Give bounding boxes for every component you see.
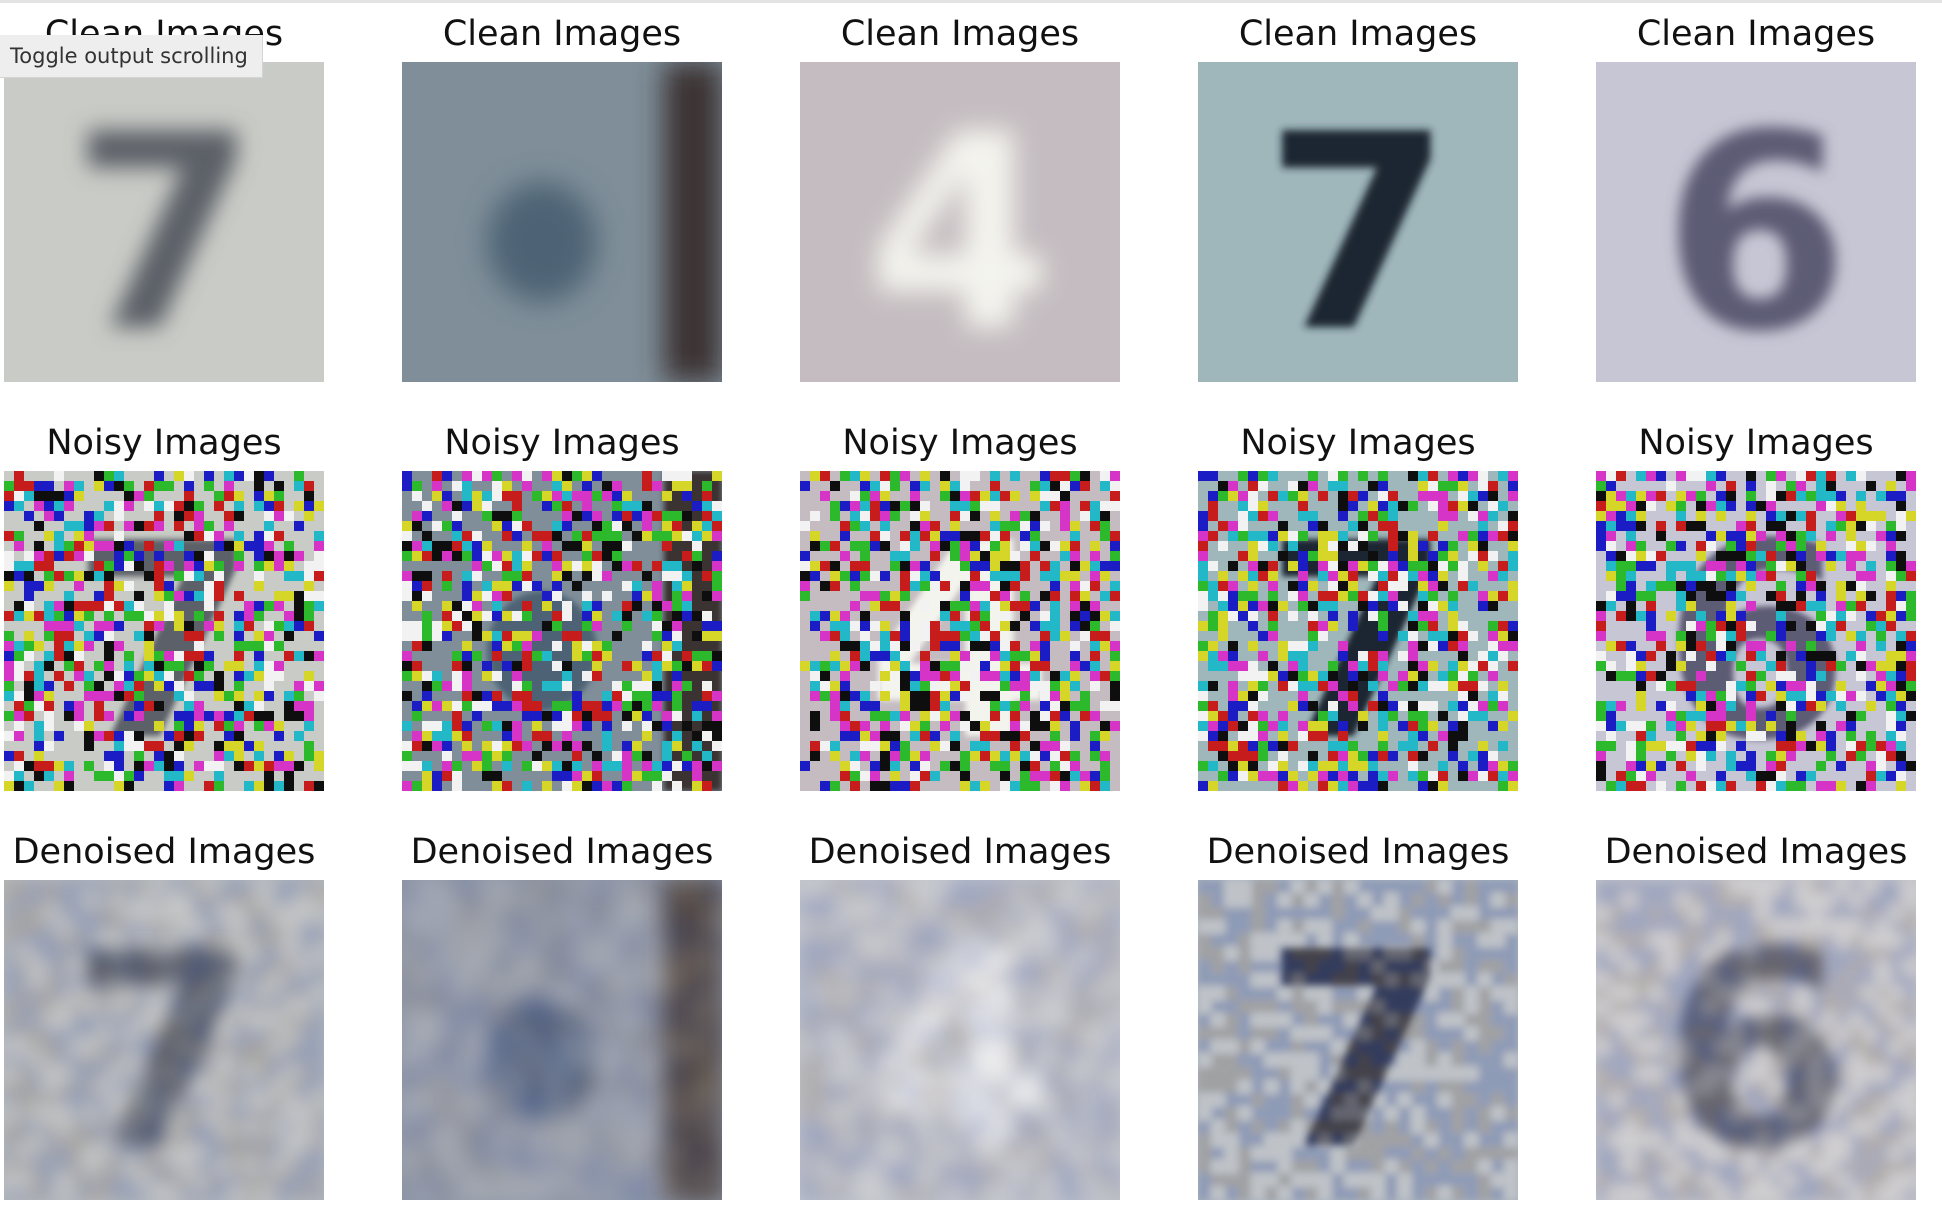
- subplot-title: Clean Images: [1238, 14, 1478, 54]
- subplot-title: Clean Images: [1636, 14, 1876, 54]
- denoised-image-cell: Denoised Images: [402, 818, 722, 1200]
- denoised-image: 7: [1198, 880, 1518, 1200]
- subplot-title: Denoised Images: [1604, 832, 1908, 872]
- denoised-image: [402, 880, 722, 1200]
- subplot-title: Denoised Images: [1206, 832, 1510, 872]
- noisy-image: [402, 471, 722, 791]
- denoised-image: 6: [1596, 880, 1916, 1200]
- subplot-title: Noisy Images: [46, 423, 282, 463]
- clean-image: 4: [800, 62, 1120, 382]
- svg-text:4: 4: [866, 76, 1054, 382]
- noisy-image-cell: Noisy Images 4: [800, 409, 1120, 791]
- clean-images-row: Clean Images 7 Clean Images Clean Images…: [0, 0, 1942, 382]
- denoised-image-svg: 7: [4, 880, 324, 1200]
- denoised-image-cell: Denoised Images 7: [4, 818, 324, 1200]
- noisy-image-cell: Noisy Images 7: [4, 409, 324, 791]
- noisy-image-cell: Noisy Images: [402, 409, 722, 791]
- subplot-title: Clean Images: [840, 14, 1080, 54]
- noisy-image-cell: Noisy Images 6: [1596, 409, 1916, 791]
- noisy-image: 7: [1198, 471, 1518, 791]
- clean-image-cell: Clean Images 6: [1596, 0, 1916, 382]
- noisy-image-svg: 6: [1596, 471, 1916, 791]
- subplot-title: Denoised Images: [410, 832, 714, 872]
- denoised-image-cell: Denoised Images 6: [1596, 818, 1916, 1200]
- svg-text:7: 7: [1264, 76, 1452, 382]
- noisy-image: 4: [800, 471, 1120, 791]
- clean-image-svg: [402, 62, 722, 382]
- denoised-image-svg: [402, 880, 722, 1200]
- clean-image: 7: [1198, 62, 1518, 382]
- noisy-image: 7: [4, 471, 324, 791]
- clean-image-svg: 7: [1198, 62, 1518, 382]
- clean-image-cell: Clean Images: [402, 0, 722, 382]
- clean-image-cell: Clean Images 4: [800, 0, 1120, 382]
- subplot-title: Noisy Images: [1240, 423, 1476, 463]
- clean-image-cell: Clean Images 7: [4, 0, 324, 382]
- subplot-title: Denoised Images: [12, 832, 316, 872]
- subplot-title: Denoised Images: [808, 832, 1112, 872]
- denoised-image-cell: Denoised Images 4: [800, 818, 1120, 1200]
- subplot-title: Noisy Images: [444, 423, 680, 463]
- svg-text:7: 7: [70, 76, 258, 382]
- noisy-image-svg: 7: [4, 471, 324, 791]
- clean-image: [402, 62, 722, 382]
- clean-image: 7: [4, 62, 324, 382]
- noisy-image: 6: [1596, 471, 1916, 791]
- denoised-image-cell: Denoised Images 7: [1198, 818, 1518, 1200]
- subplot-title: Clean Images: [442, 14, 682, 54]
- subplot-title: Noisy Images: [1638, 423, 1874, 463]
- denoised-image-svg: 6: [1596, 880, 1916, 1200]
- noisy-images-row: Noisy Images 7 Noisy Images Noisy Images…: [0, 409, 1942, 791]
- denoised-image-svg: 7: [1198, 880, 1518, 1200]
- denoised-image: 7: [4, 880, 324, 1200]
- toggle-output-scrolling-tooltip[interactable]: Toggle output scrolling: [0, 35, 263, 78]
- noisy-image-cell: Noisy Images 7: [1198, 409, 1518, 791]
- noisy-image-svg: 4: [800, 471, 1120, 791]
- denoised-images-row: Denoised Images 7 Denoised Images Denois…: [0, 818, 1942, 1200]
- svg-text:6: 6: [1662, 76, 1850, 382]
- subplot-title: Noisy Images: [842, 423, 1078, 463]
- clean-image-svg: 7: [4, 62, 324, 382]
- clean-image-svg: 4: [800, 62, 1120, 382]
- noisy-image-svg: [402, 471, 722, 791]
- top-divider: [0, 0, 1942, 3]
- clean-image: 6: [1596, 62, 1916, 382]
- clean-image-cell: Clean Images 7: [1198, 0, 1518, 382]
- clean-image-svg: 6: [1596, 62, 1916, 382]
- noisy-image-svg: 7: [1198, 471, 1518, 791]
- denoised-image-svg: 4: [800, 880, 1120, 1200]
- denoised-image: 4: [800, 880, 1120, 1200]
